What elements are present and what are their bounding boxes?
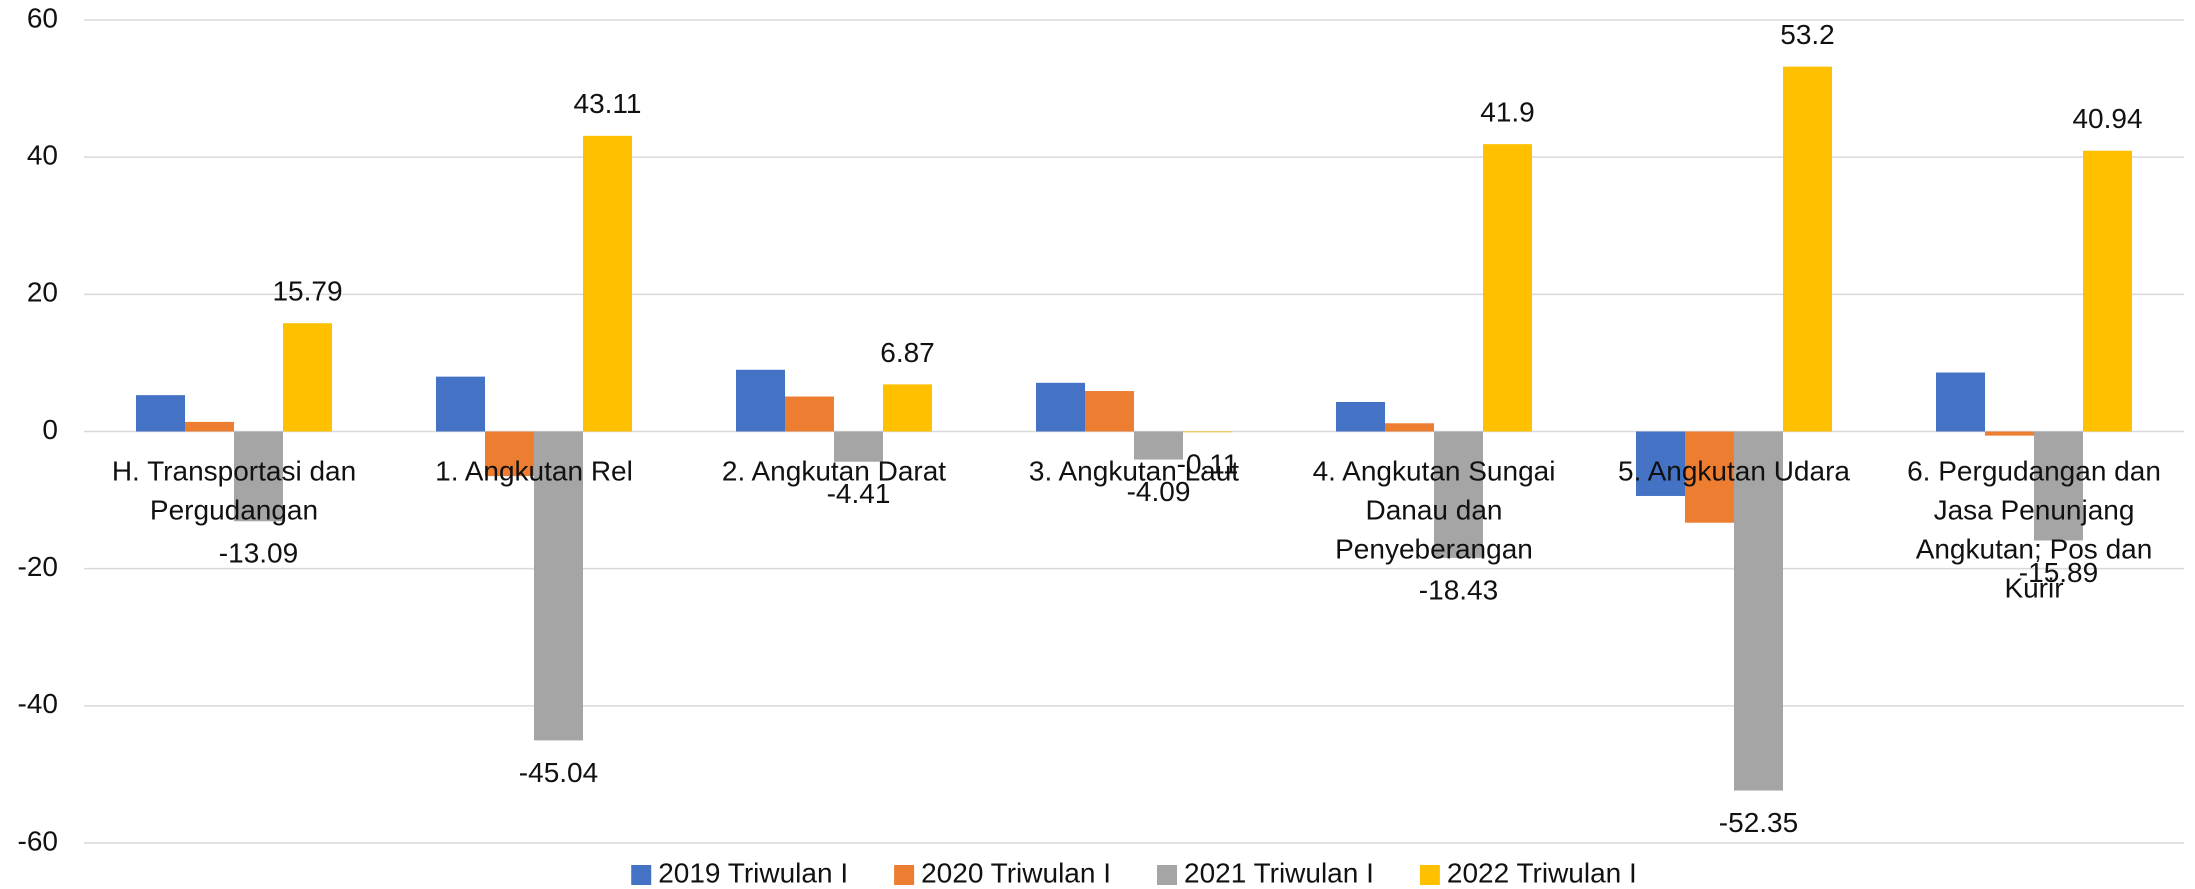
bar <box>2034 431 2083 541</box>
x-tick-line: 2. Angkutan Darat <box>722 456 946 487</box>
data-label: 40.94 <box>2072 103 2142 134</box>
x-tick-line: 6. Pergudangan dan <box>1907 456 2161 487</box>
x-tick-line: Angkutan; Pos dan <box>1916 534 2153 565</box>
x-tick-line: 5. Angkutan Udara <box>1618 456 1850 487</box>
legend: 2019 Triwulan I 2020 Triwulan I 2021 Triwu… <box>631 857 1637 888</box>
y-tick-label: 40 <box>27 140 58 171</box>
x-tick-line: 4. Angkutan Sungai <box>1313 456 1556 487</box>
x-tick-line: 1. Angkutan Rel <box>435 456 633 487</box>
bar <box>1134 431 1183 460</box>
bar <box>485 431 534 477</box>
y-tick-label: -60 <box>18 825 58 856</box>
x-tick-line: Penyeberangan <box>1335 534 1533 565</box>
x-tick-label: 5. Angkutan Udara <box>1618 456 1850 487</box>
bar <box>1085 391 1134 432</box>
legend-swatch <box>894 865 915 885</box>
x-tick-label: 3. Angkutan Laut <box>1029 456 1239 487</box>
bar <box>1783 66 1832 432</box>
data-label: -13.09 <box>219 538 298 569</box>
bar <box>2083 150 2132 432</box>
y-tick-label: 60 <box>27 2 58 33</box>
legend-label: 2020 Triwulan I <box>921 857 1111 888</box>
bar <box>1685 431 1734 523</box>
x-tick-label: 2. Angkutan Darat <box>722 456 946 487</box>
data-label: -15.89 <box>2019 557 2098 588</box>
bar <box>1636 431 1685 496</box>
data-label: -52.35 <box>1719 807 1798 838</box>
bar <box>534 431 583 741</box>
x-tick-line: H. Transportasi dan <box>112 456 356 487</box>
bar <box>436 376 485 432</box>
bar <box>883 384 932 432</box>
legend-swatch <box>631 865 652 885</box>
data-label: -18.43 <box>1419 574 1498 605</box>
bar <box>1036 382 1085 432</box>
bar <box>185 421 234 432</box>
legend-label: 2021 Triwulan I <box>1184 857 1374 888</box>
bar <box>1734 431 1783 791</box>
bar <box>736 369 785 432</box>
x-tick-line: Pergudangan <box>150 495 318 526</box>
y-tick-label: -20 <box>18 551 58 582</box>
x-tick-label: 6. Pergudangan dan Jasa Penunjang Angkutan… <box>1907 456 2161 604</box>
data-label: 15.79 <box>272 276 342 307</box>
data-label: -4.09 <box>1127 476 1191 507</box>
x-tick-label: 4. Angkutan Sungai Danau dan Penyeberangan <box>1313 456 1556 565</box>
data-label: 41.9 <box>1480 97 1535 128</box>
bar <box>136 395 185 432</box>
data-label: 6.87 <box>880 337 935 368</box>
legend-swatch <box>1157 865 1177 885</box>
bar <box>785 396 834 432</box>
bar <box>834 431 883 462</box>
bar <box>1434 431 1483 558</box>
data-label: -0.11 <box>1177 449 1239 480</box>
y-tick-label: -40 <box>18 688 58 719</box>
x-tick-label: H. Transportasi dan Pergudangan <box>112 456 356 526</box>
y-tick-label: 0 <box>42 414 58 445</box>
y-tick-label: 20 <box>27 277 58 308</box>
bar <box>1385 423 1434 432</box>
data-label: 53.2 <box>1780 19 1835 50</box>
bar <box>1936 372 1985 432</box>
bar <box>234 431 283 522</box>
legend-label: 2019 Triwulan I <box>658 857 848 888</box>
x-tick-line: Jasa Penunjang <box>1934 495 2135 526</box>
data-label: -4.41 <box>827 478 891 509</box>
x-tick-line: 3. Angkutan Laut <box>1029 456 1239 487</box>
bar <box>283 323 332 432</box>
x-tick-line: Kurir <box>2004 573 2063 604</box>
data-label: 43.11 <box>574 88 642 119</box>
bar <box>1183 431 1232 433</box>
x-tick-label: 1. Angkutan Rel <box>435 456 633 487</box>
data-label: -45.04 <box>519 757 598 788</box>
legend-swatch <box>1419 865 1440 885</box>
bar <box>1483 144 1532 432</box>
bar <box>1985 431 2034 436</box>
x-tick-line: Danau dan <box>1365 495 1502 526</box>
bar <box>1336 402 1385 432</box>
legend-label: 2022 Triwulan I <box>1447 857 1637 888</box>
bar <box>583 135 632 432</box>
